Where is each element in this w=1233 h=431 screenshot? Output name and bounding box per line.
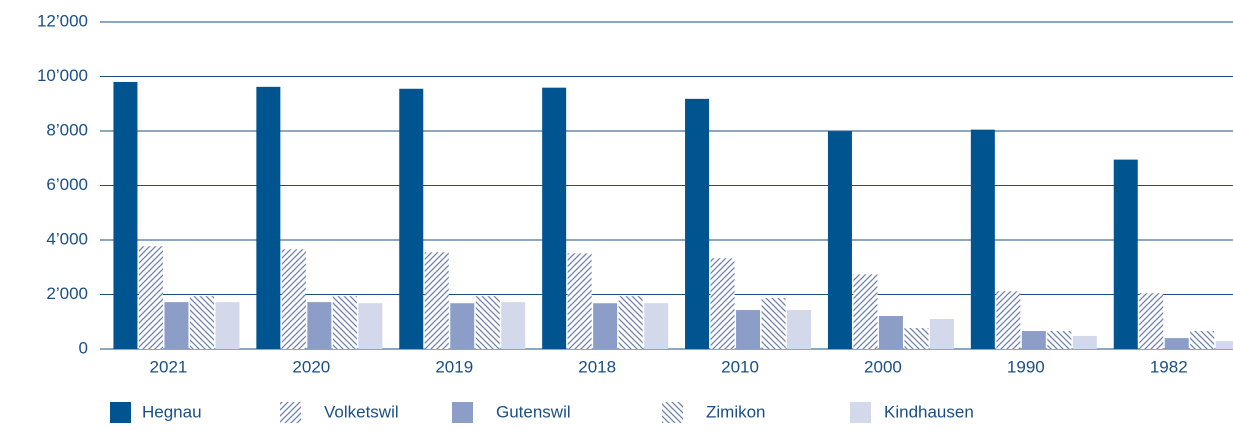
x-tick-label: 2018 <box>578 357 616 376</box>
bar <box>307 302 332 349</box>
legend-swatch <box>110 402 131 423</box>
y-tick-label: 2’000 <box>46 284 88 303</box>
x-tick-label: 2000 <box>864 357 902 376</box>
y-tick-label: 12’000 <box>37 11 88 30</box>
y-tick-label: 0 <box>79 338 88 357</box>
bar <box>450 303 475 349</box>
bar <box>878 316 903 349</box>
bar <box>1164 338 1189 349</box>
bar <box>996 291 1021 349</box>
bar <box>1215 341 1233 349</box>
bar <box>618 296 643 349</box>
bar <box>542 87 567 350</box>
bar <box>1190 331 1215 349</box>
bar <box>424 252 449 349</box>
bar <box>113 81 138 349</box>
bar <box>281 249 306 349</box>
y-tick-label: 6’000 <box>46 175 88 194</box>
legend-label: Hegnau <box>142 402 202 421</box>
bar <box>215 302 240 349</box>
bar <box>332 296 357 349</box>
bar <box>358 303 383 349</box>
legend-swatch <box>850 402 871 423</box>
bar <box>475 296 500 349</box>
bar <box>567 253 592 349</box>
legend-swatch <box>452 402 473 423</box>
x-tick-label: 1990 <box>1007 357 1045 376</box>
bar <box>827 131 852 349</box>
bar <box>644 303 669 349</box>
bar <box>164 302 189 349</box>
y-tick-label: 4’000 <box>46 229 88 248</box>
x-tick-label: 1982 <box>1150 357 1188 376</box>
bars <box>113 81 1233 350</box>
bar <box>593 303 618 349</box>
bar <box>761 298 786 349</box>
bar <box>1113 159 1138 349</box>
bar <box>1021 331 1046 349</box>
bar <box>685 98 710 349</box>
x-tick-label: 2010 <box>721 357 759 376</box>
legend-label: Volketswil <box>324 402 399 421</box>
legend-label: Gutenswil <box>496 402 571 421</box>
bar <box>189 296 214 349</box>
x-tick-label: 2021 <box>150 357 188 376</box>
legend-label: Kindhausen <box>884 402 974 421</box>
legend-label: Zimikon <box>706 402 766 421</box>
bar <box>736 310 761 349</box>
bar <box>929 319 954 349</box>
bar <box>853 274 878 349</box>
bar <box>787 310 812 349</box>
y-tick-label: 10’000 <box>37 66 88 85</box>
bar <box>1072 335 1097 349</box>
x-tick-label: 2019 <box>435 357 473 376</box>
bar <box>1047 331 1072 349</box>
bar <box>710 258 735 349</box>
x-tick-label: 2020 <box>292 357 330 376</box>
legend-swatch <box>280 402 301 423</box>
bar <box>256 86 281 349</box>
bar <box>138 246 163 349</box>
legend-swatch <box>662 402 683 423</box>
bar <box>501 302 526 349</box>
bar <box>904 328 929 349</box>
bar <box>399 88 424 349</box>
y-tick-label: 8’000 <box>46 120 88 139</box>
bar <box>1139 293 1164 349</box>
bar <box>970 129 995 349</box>
